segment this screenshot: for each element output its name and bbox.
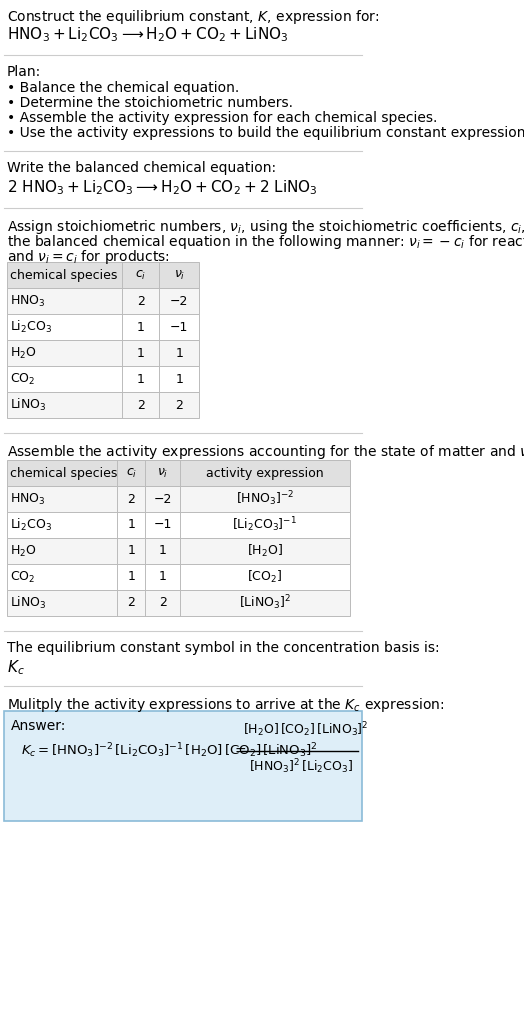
- FancyBboxPatch shape: [4, 711, 362, 821]
- Text: $\mathrm{H_2O}$: $\mathrm{H_2O}$: [10, 543, 37, 558]
- Text: $\mathrm{HNO_3}$: $\mathrm{HNO_3}$: [10, 491, 46, 506]
- Text: 2: 2: [159, 596, 167, 609]
- Text: Plan:: Plan:: [7, 65, 41, 79]
- FancyBboxPatch shape: [7, 392, 199, 418]
- Text: 1: 1: [176, 373, 183, 385]
- Text: $\nu_i$: $\nu_i$: [157, 467, 169, 480]
- Text: $[\mathrm{HNO_3}]^{-2}$: $[\mathrm{HNO_3}]^{-2}$: [236, 490, 294, 508]
- Text: $[\mathrm{LiNO_3}]^2$: $[\mathrm{LiNO_3}]^2$: [239, 594, 291, 612]
- FancyBboxPatch shape: [7, 512, 350, 538]
- Text: the balanced chemical equation in the following manner: $\nu_i = -c_i$ for react: the balanced chemical equation in the fo…: [7, 233, 524, 251]
- Text: 1: 1: [159, 571, 167, 584]
- Text: Construct the equilibrium constant, $K$, expression for:: Construct the equilibrium constant, $K$,…: [7, 8, 379, 26]
- Text: $\mathrm{Li_2CO_3}$: $\mathrm{Li_2CO_3}$: [10, 319, 52, 335]
- Text: $K_c$: $K_c$: [7, 658, 25, 677]
- Text: Assemble the activity expressions accounting for the state of matter and $\nu_i$: Assemble the activity expressions accoun…: [7, 443, 524, 461]
- FancyBboxPatch shape: [7, 314, 199, 340]
- Text: $[\mathrm{Li_2CO_3}]^{-1}$: $[\mathrm{Li_2CO_3}]^{-1}$: [233, 516, 298, 534]
- FancyBboxPatch shape: [7, 262, 199, 288]
- Text: $\mathrm{2\ HNO_3 + Li_2CO_3 \longrightarrow H_2O + CO_2 + 2\ LiNO_3}$: $\mathrm{2\ HNO_3 + Li_2CO_3 \longrighta…: [7, 178, 318, 197]
- Text: $[\mathrm{H_2O}]\,[\mathrm{CO_2}]\,[\mathrm{LiNO_3}]^2$: $[\mathrm{H_2O}]\,[\mathrm{CO_2}]\,[\mat…: [243, 720, 369, 739]
- Text: 2: 2: [176, 398, 183, 412]
- Text: $=$: $=$: [232, 743, 247, 757]
- Text: 2: 2: [127, 492, 135, 505]
- Text: $\mathrm{LiNO_3}$: $\mathrm{LiNO_3}$: [10, 595, 47, 611]
- Text: 2: 2: [127, 596, 135, 609]
- Text: 1: 1: [127, 544, 135, 557]
- Text: 1: 1: [127, 571, 135, 584]
- Text: $\mathrm{HNO_3}$: $\mathrm{HNO_3}$: [10, 293, 46, 309]
- Text: 2: 2: [137, 398, 145, 412]
- Text: $\mathrm{HNO_3 + Li_2CO_3 \longrightarrow H_2O + CO_2 + LiNO_3}$: $\mathrm{HNO_3 + Li_2CO_3 \longrightarro…: [7, 25, 289, 44]
- FancyBboxPatch shape: [7, 564, 350, 590]
- Text: −1: −1: [154, 519, 172, 532]
- Text: −2: −2: [170, 294, 189, 308]
- FancyBboxPatch shape: [7, 590, 350, 616]
- Text: • Assemble the activity expression for each chemical species.: • Assemble the activity expression for e…: [7, 111, 438, 125]
- Text: • Balance the chemical equation.: • Balance the chemical equation.: [7, 81, 239, 95]
- Text: $\nu_i$: $\nu_i$: [173, 268, 185, 281]
- Text: Assign stoichiometric numbers, $\nu_i$, using the stoichiometric coefficients, $: Assign stoichiometric numbers, $\nu_i$, …: [7, 218, 524, 236]
- Text: chemical species: chemical species: [10, 467, 118, 480]
- Text: 1: 1: [137, 346, 145, 360]
- Text: 1: 1: [127, 519, 135, 532]
- FancyBboxPatch shape: [7, 460, 350, 486]
- Text: $\mathrm{H_2O}$: $\mathrm{H_2O}$: [10, 345, 37, 361]
- FancyBboxPatch shape: [7, 538, 350, 564]
- Text: 1: 1: [137, 321, 145, 333]
- Text: chemical species: chemical species: [10, 268, 118, 281]
- Text: 1: 1: [176, 346, 183, 360]
- Text: −2: −2: [154, 492, 172, 505]
- FancyBboxPatch shape: [7, 486, 350, 512]
- Text: $[\mathrm{CO_2}]$: $[\mathrm{CO_2}]$: [247, 569, 282, 585]
- Text: 2: 2: [137, 294, 145, 308]
- Text: 1: 1: [159, 544, 167, 557]
- Text: • Use the activity expressions to build the equilibrium constant expression.: • Use the activity expressions to build …: [7, 126, 524, 140]
- Text: $[\mathrm{HNO_3}]^2\,[\mathrm{Li_2CO_3}]$: $[\mathrm{HNO_3}]^2\,[\mathrm{Li_2CO_3}]…: [249, 757, 353, 775]
- Text: $K_c = [\mathrm{HNO_3}]^{-2}\,[\mathrm{Li_2CO_3}]^{-1}\,[\mathrm{H_2O}]\,[\mathr: $K_c = [\mathrm{HNO_3}]^{-2}\,[\mathrm{L…: [21, 741, 318, 760]
- Text: and $\nu_i = c_i$ for products:: and $\nu_i = c_i$ for products:: [7, 248, 170, 266]
- FancyBboxPatch shape: [7, 340, 199, 366]
- Text: 1: 1: [137, 373, 145, 385]
- Text: $\mathrm{Li_2CO_3}$: $\mathrm{Li_2CO_3}$: [10, 517, 52, 533]
- FancyBboxPatch shape: [7, 366, 199, 392]
- Text: Write the balanced chemical equation:: Write the balanced chemical equation:: [7, 161, 276, 175]
- Text: activity expression: activity expression: [206, 467, 324, 480]
- Text: • Determine the stoichiometric numbers.: • Determine the stoichiometric numbers.: [7, 96, 293, 110]
- Text: $c_i$: $c_i$: [135, 268, 147, 281]
- Text: $c_i$: $c_i$: [126, 467, 137, 480]
- Text: Answer:: Answer:: [11, 719, 67, 733]
- Text: $\mathrm{LiNO_3}$: $\mathrm{LiNO_3}$: [10, 397, 47, 413]
- Text: $\mathrm{CO_2}$: $\mathrm{CO_2}$: [10, 570, 36, 585]
- Text: The equilibrium constant symbol in the concentration basis is:: The equilibrium constant symbol in the c…: [7, 641, 440, 655]
- Text: $[\mathrm{H_2O}]$: $[\mathrm{H_2O}]$: [247, 543, 283, 559]
- Text: Mulitply the activity expressions to arrive at the $K_c$ expression:: Mulitply the activity expressions to arr…: [7, 696, 444, 714]
- FancyBboxPatch shape: [7, 288, 199, 314]
- Text: $\mathrm{CO_2}$: $\mathrm{CO_2}$: [10, 372, 36, 386]
- Text: −1: −1: [170, 321, 189, 333]
